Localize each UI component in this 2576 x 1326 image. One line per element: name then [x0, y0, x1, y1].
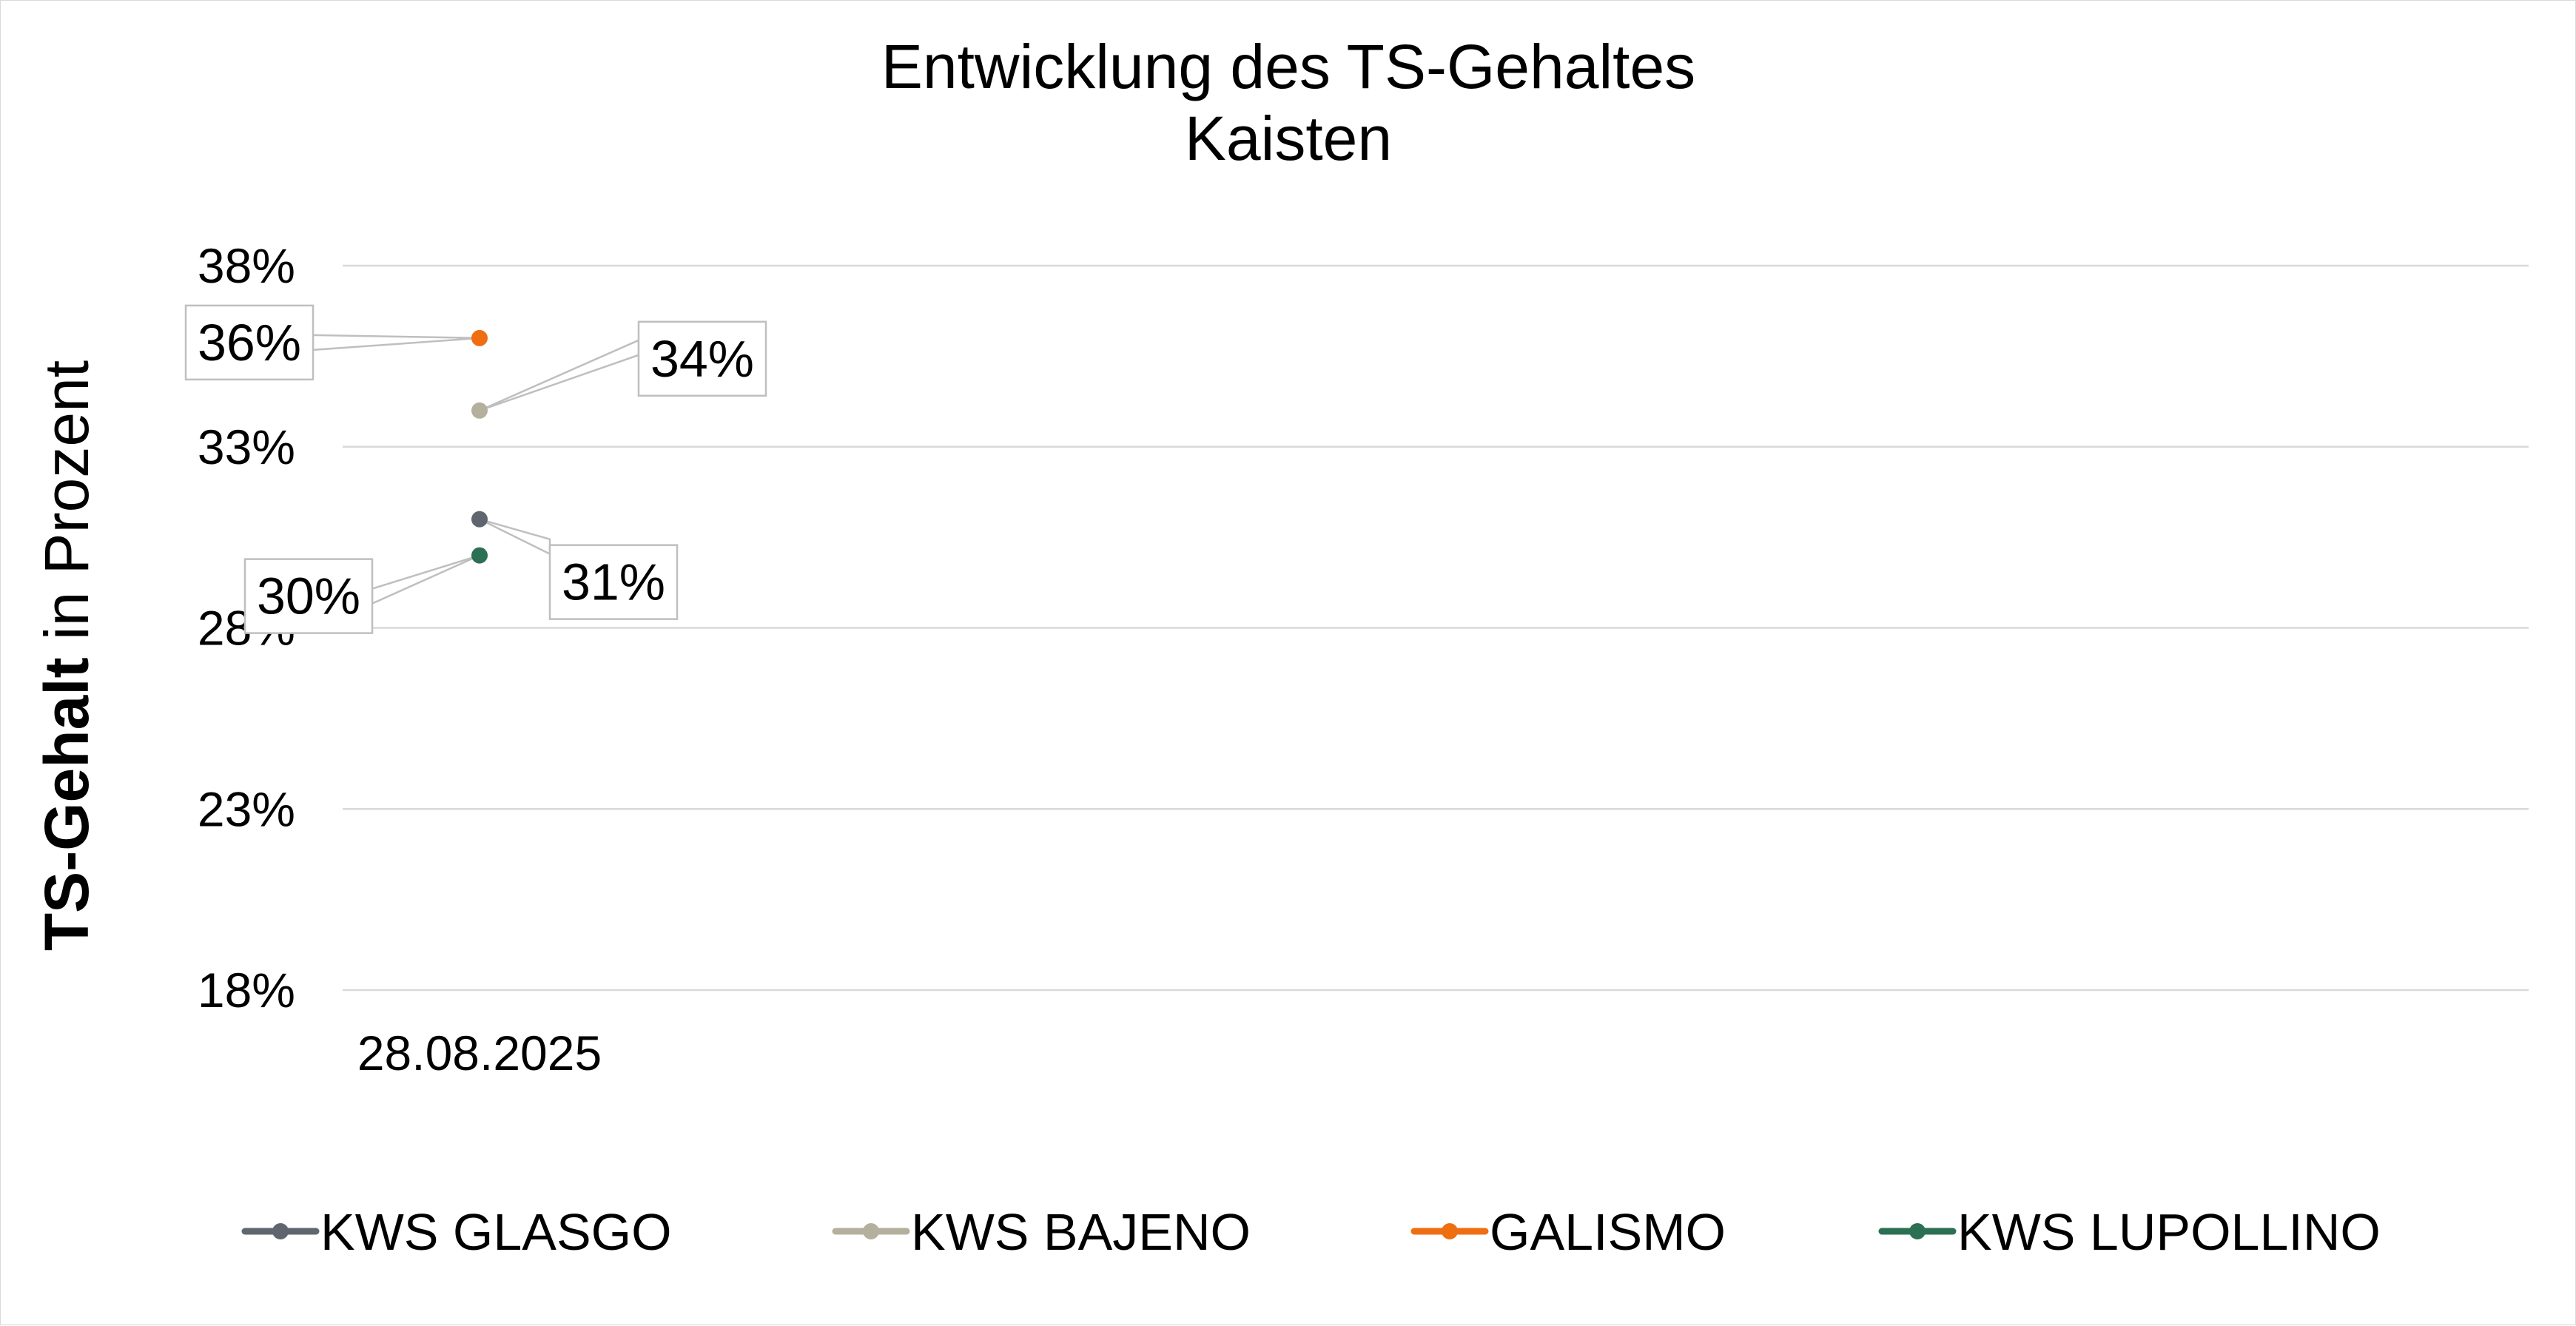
leader-line: [312, 334, 480, 351]
data-label-text: 34%: [650, 330, 754, 388]
y-tick-label: 18%: [198, 963, 295, 1017]
data-labels: 31% 34% 36% 30%: [184, 304, 767, 634]
leader-line: [479, 518, 551, 556]
legend-item: KWS GLASGO: [241, 1203, 672, 1261]
data-label-text: 36%: [198, 314, 301, 371]
y-axis-label-bold: TS-Gehalt: [32, 657, 101, 951]
data-label-box: [184, 304, 315, 381]
legend-item: KWS BAJENO: [832, 1203, 1251, 1261]
chart-title: Entwicklung des TS-Gehaltes: [881, 32, 1695, 101]
data-label: 34%: [479, 320, 767, 411]
y-tick-label: 38%: [198, 238, 295, 293]
legend-label: KWS BAJENO: [911, 1203, 1251, 1261]
data-point: [471, 402, 488, 419]
legend-marker: [863, 1223, 879, 1239]
data-label: 31%: [479, 518, 679, 620]
data-label-text: 31%: [562, 553, 665, 611]
data-points: [471, 329, 488, 564]
data-label-box: [243, 558, 374, 634]
leader-line: [479, 338, 640, 411]
y-tick-label: 33%: [198, 420, 295, 474]
legend-label: GALISMO: [1490, 1203, 1726, 1261]
x-axis-ticks: 28.08.2025: [357, 1026, 602, 1080]
data-label: 30%: [243, 554, 480, 634]
data-label: 36%: [184, 304, 480, 381]
data-point: [471, 511, 488, 528]
data-point: [471, 547, 488, 564]
data-point: [471, 329, 488, 346]
legend-item: GALISMO: [1410, 1203, 1726, 1261]
data-label-text: 30%: [257, 568, 360, 625]
data-label-box: [548, 544, 679, 620]
y-tick-label: 23%: [198, 781, 295, 836]
leader-line: [371, 554, 480, 605]
legend-item: KWS LUPOLLINO: [1878, 1203, 2381, 1261]
legend-label: KWS GLASGO: [320, 1203, 672, 1261]
data-label-box: [637, 320, 767, 397]
legend-label: KWS LUPOLLINO: [1957, 1203, 2381, 1261]
legend-marker: [1909, 1223, 1926, 1239]
gridlines: [343, 264, 2529, 992]
legend-marker: [272, 1223, 289, 1239]
y-axis-label: TS-Gehalt in Prozent: [32, 360, 101, 951]
chart-subtitle: Kaisten: [1185, 104, 1392, 173]
legend: KWS GLASGO KWS BAJENO GALISMO KWS LUPOLLINO: [241, 1203, 2381, 1261]
x-tick-label: 28.08.2025: [357, 1026, 602, 1080]
legend-marker: [1442, 1223, 1458, 1239]
y-axis-label-rest: in Prozent: [32, 360, 101, 658]
